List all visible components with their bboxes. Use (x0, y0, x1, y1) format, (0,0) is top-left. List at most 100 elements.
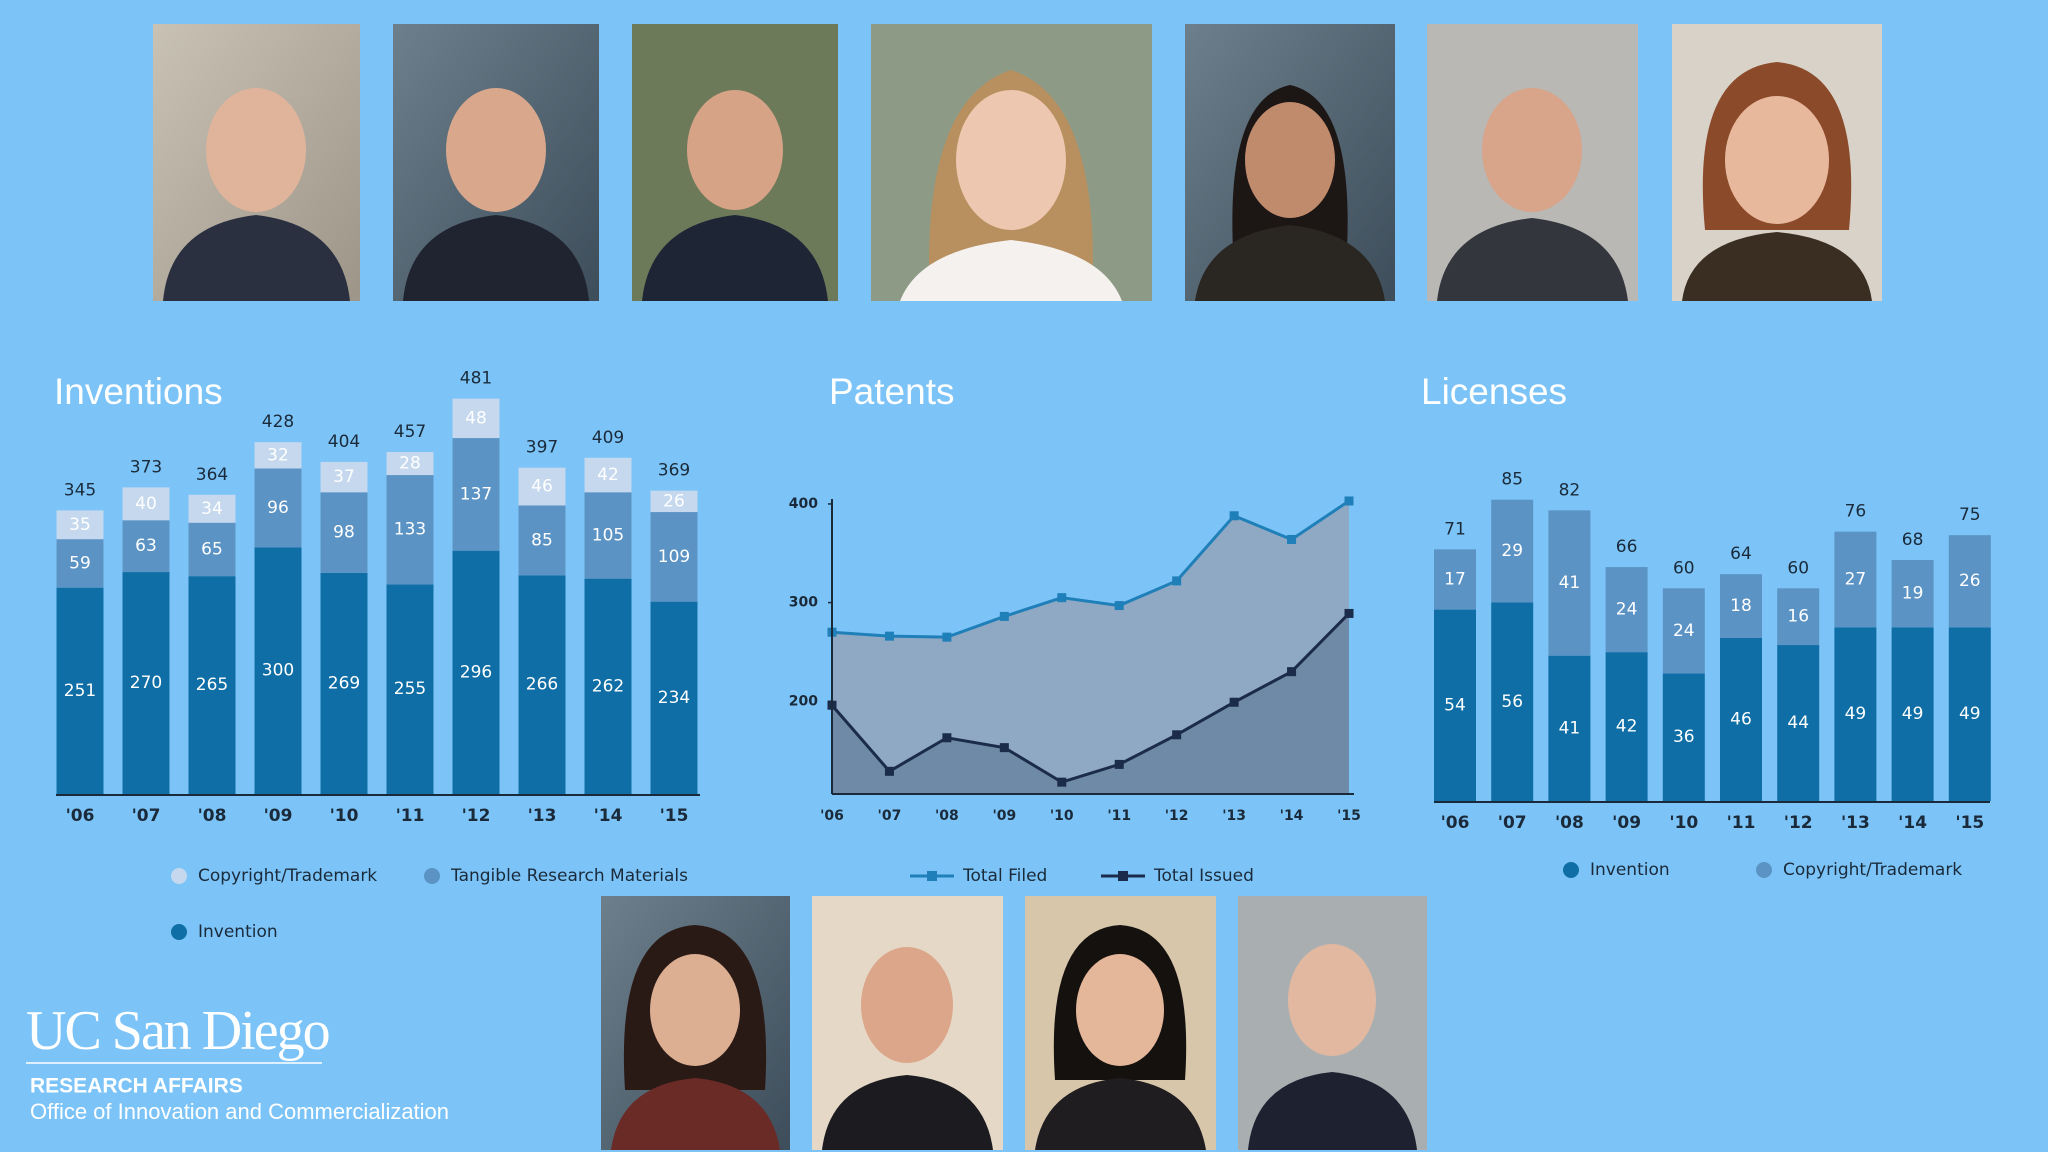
x-tick-label: '06 (1441, 813, 1470, 833)
value-label: 41 (1559, 718, 1581, 738)
bar-segment (188, 522, 236, 577)
bar-segment (386, 452, 434, 476)
value-label: 44 (1787, 713, 1809, 733)
x-tick-label: '07 (132, 806, 161, 826)
value-label: 49 (1902, 704, 1924, 724)
value-label: 251 (64, 681, 96, 701)
value-label: 59 (69, 553, 91, 573)
office: Office of Innovation and Commercializati… (30, 1099, 449, 1124)
legend-swatch (171, 924, 187, 940)
bar-segment (188, 576, 236, 794)
area (832, 613, 1349, 794)
value-label: 40 (135, 494, 157, 514)
value-label: 56 (1501, 692, 1523, 712)
x-tick-label: '08 (1555, 813, 1584, 833)
x-tick-label: '11 (1727, 813, 1756, 833)
legend-swatch (1563, 862, 1579, 878)
bar-segment (1548, 510, 1591, 656)
bar-segment (1891, 559, 1934, 628)
value-label: 48 (465, 408, 487, 428)
bar-segment (254, 547, 302, 794)
bar-segment (518, 467, 566, 506)
bar-segment (452, 550, 500, 794)
x-tick-label: '07 (1498, 813, 1527, 833)
value-label: 63 (135, 536, 157, 556)
value-label: 27 (1845, 569, 1867, 589)
portrait (393, 24, 599, 301)
total-label: 60 (1787, 558, 1809, 578)
value-label: 266 (526, 675, 558, 695)
value-label: 96 (267, 498, 289, 518)
bar-segment (1662, 588, 1705, 674)
value-label: 37 (333, 467, 355, 487)
bar-segment (56, 587, 104, 794)
x-tick-label: '13 (528, 806, 557, 826)
x-tick-label: '11 (1107, 808, 1131, 824)
bar-segment (122, 520, 170, 573)
point (1287, 534, 1297, 544)
value-label: 296 (460, 662, 492, 682)
value-label: 109 (658, 547, 690, 567)
point (1172, 730, 1182, 740)
point (1287, 667, 1297, 677)
x-tick-label: '14 (1280, 808, 1304, 824)
total-label: 457 (394, 422, 426, 442)
bar-segment (584, 578, 632, 794)
x-tick-label: '12 (1165, 808, 1189, 824)
value-label: 41 (1559, 573, 1581, 593)
point (1057, 593, 1067, 603)
x-tick-label: '09 (992, 808, 1016, 824)
legend-label: Copyright/Trademark (198, 866, 377, 886)
legend-marker (1118, 871, 1128, 881)
x-tick-label: '15 (1337, 808, 1361, 824)
bar-segment (452, 438, 500, 551)
point (999, 743, 1009, 753)
x-tick-label: '13 (1841, 813, 1870, 833)
bar-segment (1491, 499, 1534, 603)
portrait (1427, 24, 1638, 301)
bar-segment (1720, 637, 1762, 801)
total-label: 71 (1444, 519, 1466, 539)
x-tick-label: '15 (1955, 813, 1984, 833)
bar-segment (254, 442, 302, 469)
value-label: 32 (267, 445, 289, 465)
value-label: 46 (1730, 709, 1752, 729)
bar-segment (1891, 627, 1934, 801)
legend-swatch (1756, 862, 1772, 878)
total-label: 85 (1501, 470, 1523, 490)
line (830, 612, 1351, 784)
portrait (1025, 896, 1216, 1150)
bar-segment (1605, 567, 1648, 653)
total-label: 82 (1559, 480, 1581, 500)
bar-segment (1834, 627, 1877, 801)
value-label: 105 (592, 525, 624, 545)
x-tick-label: '10 (1669, 813, 1698, 833)
legend-marker (927, 871, 937, 881)
x-tick-label: '06 (66, 806, 95, 826)
bar-segment (188, 494, 236, 523)
x-tick-label: '15 (660, 806, 689, 826)
value-label: 85 (531, 530, 553, 550)
legend-label: Copyright/Trademark (1783, 860, 1962, 880)
bar-segment (122, 487, 170, 521)
legend-label: Tangible Research Materials (450, 866, 688, 886)
x-tick-label: '08 (198, 806, 227, 826)
value-label: 270 (130, 673, 162, 693)
portraits (153, 24, 1882, 1150)
value-label: 65 (201, 539, 223, 559)
total-label: 76 (1845, 502, 1867, 522)
value-label: 16 (1787, 607, 1809, 627)
total-label: 428 (262, 412, 294, 432)
value-label: 262 (592, 676, 624, 696)
x-tick-label: '13 (1222, 808, 1246, 824)
legend-swatch (424, 868, 440, 884)
value-label: 26 (1959, 571, 1981, 591)
value-label: 28 (399, 454, 421, 474)
department: RESEARCH AFFAIRS (30, 1075, 243, 1098)
total-label: 369 (658, 461, 690, 481)
total-label: 345 (64, 480, 96, 500)
bar-segment (56, 510, 104, 540)
bar-segment (1548, 655, 1591, 801)
bar-segment (1777, 645, 1820, 801)
